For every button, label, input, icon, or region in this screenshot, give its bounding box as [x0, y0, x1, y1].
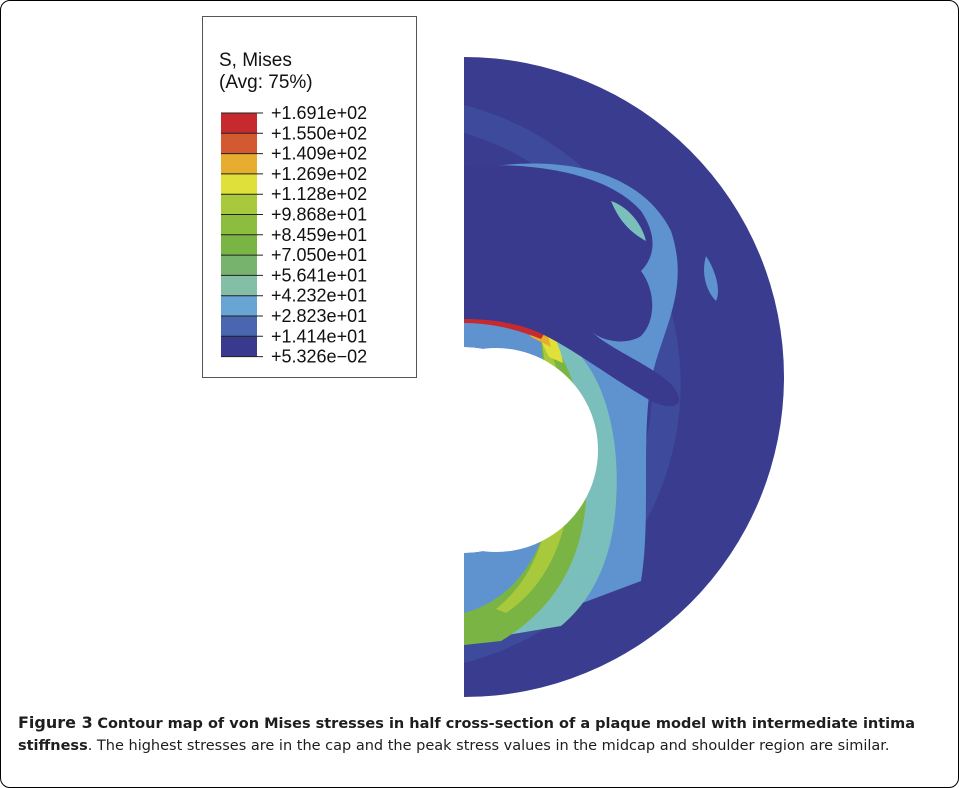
legend-color-swatch	[221, 153, 257, 174]
legend-label: +1.550e+02	[271, 123, 367, 143]
right-light-blue-spot	[704, 256, 718, 301]
legend-color-swatch	[221, 113, 257, 134]
caption-body: . The highest stresses are in the cap an…	[87, 738, 890, 754]
legend-label: +1.409e+02	[271, 144, 367, 164]
contour-plot	[394, 57, 784, 697]
legend-color-swatch	[221, 295, 257, 316]
figure-caption: Figure 3 Contour map of von Mises stress…	[18, 712, 948, 757]
legend-label: +9.868e+01	[271, 205, 367, 225]
legend-color-swatch	[221, 336, 257, 357]
legend-label: +1.128e+02	[271, 184, 367, 204]
legend-label: +1.414e+01	[271, 326, 367, 346]
legend-label: +7.050e+01	[271, 245, 367, 265]
caption-title: Contour map of von Mises stresses in hal…	[18, 716, 916, 754]
legend-colorbar: +1.691e+02+1.550e+02+1.409e+02+1.269e+02…	[221, 103, 367, 367]
legend-label: +5.641e+01	[271, 265, 367, 285]
lumen	[394, 348, 598, 552]
legend-box: S, Mises (Avg: 75%) +1.691e+02 +1.550e+02…	[202, 16, 417, 378]
lipid-core	[464, 165, 680, 407]
legend-label: +5.326e−02	[271, 347, 367, 367]
legend-subtitle: (Avg: 75%)	[219, 72, 313, 93]
top-cyan-spot	[611, 201, 646, 241]
legend-title: S, Mises	[219, 50, 292, 71]
legend-label: +2.823e+01	[271, 306, 367, 326]
legend-color-swatch	[221, 275, 257, 296]
legend-color-swatch	[221, 173, 257, 195]
legend-color-swatch	[221, 316, 257, 337]
legend-color-swatch	[221, 133, 257, 154]
legend-color-swatch	[221, 194, 257, 215]
legend-label: +8.459e+01	[271, 225, 367, 245]
legend-label: +1.269e+02	[271, 164, 367, 184]
legend-label: +1.691e+02	[271, 103, 367, 123]
legend-color-swatch	[221, 214, 257, 235]
legend-color-swatch	[221, 255, 257, 276]
legend-label: +4.232e+01	[271, 286, 367, 306]
legend-color-swatch	[221, 234, 257, 256]
caption-label: Figure 3	[18, 713, 93, 732]
